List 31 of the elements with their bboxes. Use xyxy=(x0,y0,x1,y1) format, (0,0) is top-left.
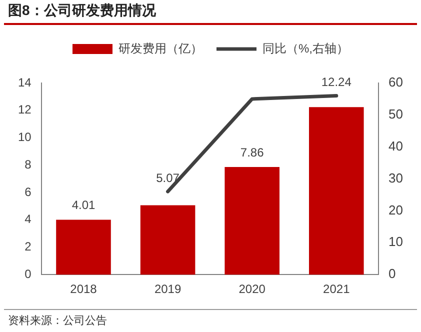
y2-tick-label: 50 xyxy=(388,106,404,122)
y-tick-label: 0 xyxy=(24,266,32,281)
bar xyxy=(56,220,111,275)
data-label: 5.07 xyxy=(156,170,180,185)
x-tick-label: 2019 xyxy=(154,282,182,296)
y-tick-label: 12 xyxy=(18,102,32,117)
legend-label: 同比（%,右轴） xyxy=(262,41,349,56)
text: 资料来源：公司公告 xyxy=(8,314,108,328)
bar xyxy=(308,107,364,275)
y2-tick-label: 10 xyxy=(388,234,404,250)
x-tick-label: 2021 xyxy=(323,282,350,296)
x-tick-label: 2020 xyxy=(238,282,266,296)
y2-tick-label: 40 xyxy=(388,138,404,154)
y2-tick-label: 30 xyxy=(388,170,404,186)
y2-tick-label: 60 xyxy=(388,74,404,90)
chart-title: 图8：公司研发费用情况 xyxy=(4,0,417,25)
legend-label: 研发费用（亿） xyxy=(118,41,202,56)
y2-tick-label: 0 xyxy=(388,266,396,282)
y-tick-label: 2 xyxy=(24,240,32,254)
y2-tick-label: 20 xyxy=(388,202,404,218)
data-label: 4.01 xyxy=(72,198,96,212)
y-tick-label: 6 xyxy=(24,184,32,199)
y-tick-label: 8 xyxy=(24,157,32,172)
x-tick-label: 2018 xyxy=(70,282,98,296)
y-tick-label: 10 xyxy=(18,130,32,144)
data-label: 7.86 xyxy=(240,145,264,160)
bar xyxy=(224,167,280,275)
data-label: 12.24 xyxy=(321,75,352,90)
bar xyxy=(140,205,196,275)
y-tick-label: 4 xyxy=(24,212,32,226)
y-tick-label: 14 xyxy=(18,75,32,90)
